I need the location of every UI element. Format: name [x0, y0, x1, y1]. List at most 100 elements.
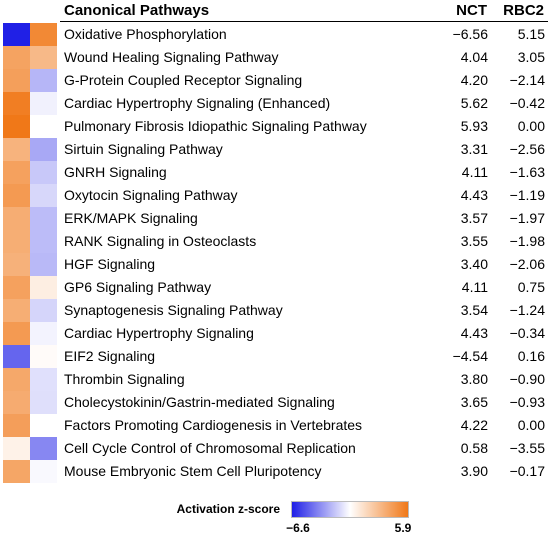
nct-value: 3.31: [460, 141, 488, 157]
legend-max-label: 5.9: [394, 521, 412, 535]
heatmap-cell-nct: [3, 414, 30, 437]
nct-value: 4.11: [461, 164, 488, 180]
heatmap-cell-rbc2: [30, 69, 57, 92]
heatmap-cell-rbc2: [30, 345, 57, 368]
heatmap-cell-rbc2: [30, 230, 57, 253]
heatmap-cell-nct: [3, 437, 30, 460]
rbc2-value: −1.98: [509, 233, 545, 249]
heatmap-cell-rbc2: [30, 253, 57, 276]
pathway-name: Pulmonary Fibrosis Idiopathic Signaling …: [64, 118, 367, 134]
heatmap-cell-rbc2: [30, 368, 57, 391]
nct-value: −6.56: [452, 26, 488, 42]
nct-value: 3.80: [460, 371, 488, 387]
pathway-name: Cardiac Hypertrophy Signaling (Enhanced): [64, 95, 331, 111]
table-row: Sirtuin Signaling Pathway 3.31 −2.56: [60, 138, 548, 161]
heatmap-cell-rbc2: [30, 115, 57, 138]
table-row: Cardiac Hypertrophy Signaling 4.43 −0.34: [60, 322, 548, 345]
nct-value: 4.43: [460, 187, 488, 203]
heatmap-cell-nct: [3, 391, 30, 414]
table-row: Mouse Embryonic Stem Cell Pluripotency 3.…: [60, 460, 548, 483]
table-row: Pulmonary Fibrosis Idiopathic Signaling …: [60, 115, 548, 138]
rbc2-value: −3.55: [509, 440, 545, 456]
pathway-name: Thrombin Signaling: [64, 371, 185, 387]
heatmap-cell-rbc2: [30, 391, 57, 414]
header-nct: NCT: [456, 2, 487, 19]
table-row: GNRH Signaling 4.11 −1.63: [60, 161, 548, 184]
nct-value: −4.54: [452, 348, 488, 364]
pathway-name: G-Protein Coupled Receptor Signaling: [64, 72, 303, 88]
pathway-name: EIF2 Signaling: [64, 348, 156, 364]
pathway-name: RANK Signaling in Osteoclasts: [64, 233, 257, 249]
nct-value: 4.22: [460, 417, 488, 433]
heatmap-cell-nct: [3, 207, 30, 230]
header-rule: [60, 21, 548, 22]
header-canonical-pathways: Canonical Pathways: [64, 2, 210, 19]
heatmap: [3, 23, 57, 483]
legend-title: Activation z-score: [176, 502, 280, 516]
header-rbc2: RBC2: [503, 2, 544, 19]
nct-value: 4.11: [461, 279, 488, 295]
table-row: Synaptogenesis Signaling Pathway 3.54 −1.2…: [60, 299, 548, 322]
heatmap-cell-rbc2: [30, 161, 57, 184]
nct-value: 3.65: [460, 394, 488, 410]
rbc2-value: 5.15: [517, 26, 545, 42]
legend-min-label: −6.6: [286, 521, 310, 535]
pathway-name: Synaptogenesis Signaling Pathway: [64, 302, 283, 318]
legend-gradient-bar: [291, 501, 409, 518]
table-row: Wound Healing Signaling Pathway 4.04 3.05: [60, 46, 548, 69]
rbc2-value: −1.97: [509, 210, 545, 226]
heatmap-cell-nct: [3, 46, 30, 69]
rbc2-value: −1.19: [509, 187, 545, 203]
nct-value: 3.90: [460, 463, 488, 479]
rbc2-value: −0.90: [509, 371, 545, 387]
heatmap-cell-nct: [3, 299, 30, 322]
rbc2-value: 3.05: [517, 49, 545, 65]
table-row: RANK Signaling in Osteoclasts 3.55 −1.98: [60, 230, 548, 253]
table-row: ERK/MAPK Signaling 3.57 −1.97: [60, 207, 548, 230]
rbc2-value: −2.06: [509, 256, 545, 272]
nct-value: 3.55: [460, 233, 488, 249]
heatmap-cell-nct: [3, 460, 30, 483]
rbc2-value: −0.93: [509, 394, 545, 410]
pathway-name: GNRH Signaling: [64, 164, 167, 180]
pathway-name: Sirtuin Signaling Pathway: [64, 141, 223, 157]
rbc2-value: 0.00: [517, 118, 545, 134]
pathway-name: HGF Signaling: [64, 256, 156, 272]
rbc2-value: −1.63: [509, 164, 545, 180]
heatmap-cell-nct: [3, 184, 30, 207]
table-row: Thrombin Signaling 3.80 −0.90: [60, 368, 548, 391]
nct-value: 3.54: [460, 302, 488, 318]
table-row: HGF Signaling 3.40 −2.06: [60, 253, 548, 276]
heatmap-cell-nct: [3, 368, 30, 391]
nct-value: 5.62: [460, 95, 488, 111]
heatmap-cell-nct: [3, 115, 30, 138]
table-row: GP6 Signaling Pathway 4.11 0.75: [60, 276, 548, 299]
nct-value: 3.57: [460, 210, 488, 226]
heatmap-cell-rbc2: [30, 322, 57, 345]
heatmap-cell-nct: [3, 23, 30, 46]
pathway-name: Wound Healing Signaling Pathway: [64, 49, 279, 65]
heatmap-cell-nct: [3, 161, 30, 184]
rbc2-value: 0.75: [517, 279, 545, 295]
pathway-name: Cell Cycle Control of Chromosomal Replic…: [64, 440, 356, 456]
heatmap-cell-nct: [3, 276, 30, 299]
table-row: Cell Cycle Control of Chromosomal Replic…: [60, 437, 548, 460]
heatmap-cell-nct: [3, 322, 30, 345]
heatmap-cell-rbc2: [30, 138, 57, 161]
heatmap-cell-rbc2: [30, 46, 57, 69]
heatmap-cell-nct: [3, 138, 30, 161]
heatmap-cell-nct: [3, 92, 30, 115]
nct-value: 4.43: [460, 325, 488, 341]
heatmap-cell-rbc2: [30, 184, 57, 207]
nct-value: 4.04: [460, 49, 488, 65]
nct-value: 0.58: [460, 440, 488, 456]
heatmap-cell-rbc2: [30, 276, 57, 299]
heatmap-cell-rbc2: [30, 207, 57, 230]
rbc2-value: −2.14: [509, 72, 545, 88]
pathway-name: Mouse Embryonic Stem Cell Pluripotency: [64, 463, 322, 479]
rbc2-value: 0.00: [517, 417, 545, 433]
rbc2-value: −2.56: [509, 141, 545, 157]
table-row: G-Protein Coupled Receptor Signaling 4.20…: [60, 69, 548, 92]
heatmap-cell-rbc2: [30, 23, 57, 46]
pathway-name: Oxidative Phosphorylation: [64, 26, 227, 42]
